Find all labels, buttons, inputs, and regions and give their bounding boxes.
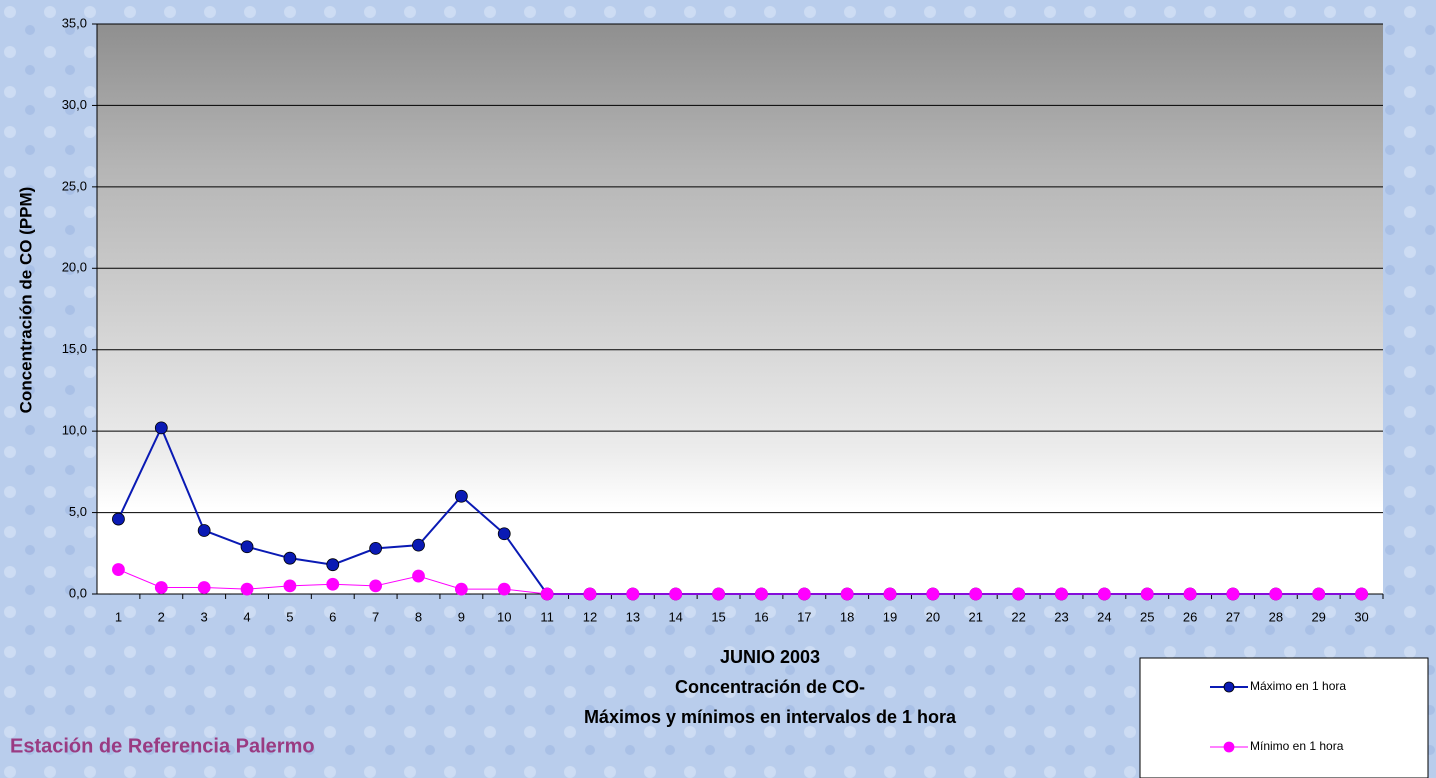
y-tick-label: 0,0 [69,585,87,600]
data-point [1312,587,1326,601]
data-point [497,527,511,541]
data-point [926,587,940,601]
x-tick-label: 2 [158,609,165,624]
data-point [240,582,254,596]
x-tick-label: 17 [797,609,811,624]
legend-marker [1223,741,1235,753]
data-point [112,563,125,576]
data-point [454,489,468,503]
station-label: Estación de Referencia Palermo [10,735,315,757]
data-point [797,587,811,601]
data-point [197,524,211,537]
y-tick-label: 35,0 [62,15,87,30]
x-tick-label: 20 [926,609,940,624]
data-point [1140,587,1154,601]
data-point [326,577,340,591]
data-point [712,587,725,601]
data-point [1055,587,1068,601]
x-tick-label: 15 [711,609,725,624]
x-tick-label: 9 [458,609,465,624]
legend-label: Máximo en 1 hora [1250,679,1346,693]
legend-marker [1223,681,1235,693]
data-point [1355,587,1368,601]
data-point [1183,587,1197,601]
data-point [240,540,254,554]
x-tick-label: 25 [1140,609,1154,624]
x-tick-label: 26 [1183,609,1197,624]
x-tick-label: 24 [1097,609,1111,624]
data-point [154,581,168,594]
data-point [1012,587,1026,601]
x-tick-label: 10 [497,609,511,624]
data-point [283,551,297,565]
data-point [497,582,511,596]
x-tick-label: 6 [329,609,336,624]
x-tick-label: 12 [583,609,597,624]
data-point [454,582,468,596]
data-point [540,587,554,601]
y-axis-label: Concentración de CO (PPM) [16,187,35,414]
data-point [154,421,168,435]
data-point [369,542,383,555]
data-point [326,558,340,572]
data-point [1269,587,1283,601]
data-point [1097,587,1111,601]
x-tick-label: 28 [1269,609,1283,624]
y-tick-label: 30,0 [62,97,87,112]
data-point [840,587,854,601]
x-tick-label: 13 [626,609,640,624]
x-tick-label: 14 [668,609,682,624]
x-tick-label: 11 [540,609,554,624]
data-point [755,587,768,601]
y-tick-label: 10,0 [62,423,87,438]
x-tick-label: 27 [1226,609,1240,624]
legend [1139,657,1429,778]
x-tick-label: 19 [883,609,897,624]
x-tick-label: 7 [372,609,379,624]
data-point [197,581,211,594]
series-line [118,569,1362,595]
x-tick-label: 21 [969,609,983,624]
data-point [969,587,983,601]
x-tick-label: 18 [840,609,854,624]
legend-label: Mínimo en 1 hora [1250,739,1344,753]
plot-area [97,24,1383,594]
x-tick-label: 30 [1354,609,1368,624]
data-point [369,579,383,593]
x-tick-label: 4 [243,609,250,624]
chart-subtitle: Concentración de CO- [675,677,865,697]
chart-title: JUNIO 2003 [720,647,820,667]
y-tick-label: 5,0 [69,504,87,519]
x-tick-label: 16 [754,609,768,624]
x-tick-label: 3 [201,609,208,624]
y-tick-label: 15,0 [62,341,87,356]
x-tick-label: 5 [286,609,293,624]
chart-subtitle: Máximos y mínimos en intervalos de 1 hor… [584,707,957,727]
data-point [412,569,425,583]
data-point [669,587,683,601]
x-tick-label: 22 [1011,609,1025,624]
y-tick-label: 25,0 [62,178,87,193]
data-point [283,579,297,593]
data-point [583,587,597,601]
x-tick-label: 23 [1054,609,1068,624]
y-tick-label: 20,0 [62,260,87,275]
x-tick-label: 8 [415,609,422,624]
data-point [626,587,640,601]
data-point [1226,587,1240,601]
x-tick-label: 1 [115,609,122,624]
data-point [112,512,125,526]
data-point [883,587,897,601]
data-point [412,538,425,552]
x-tick-label: 29 [1311,609,1325,624]
